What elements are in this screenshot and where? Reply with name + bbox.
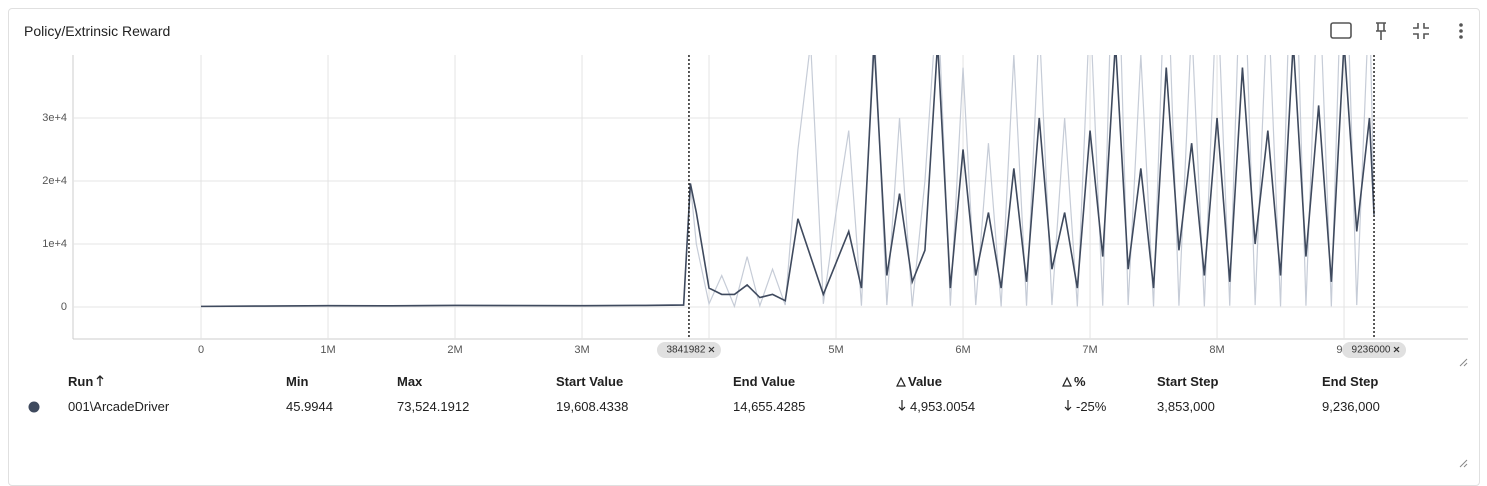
- series-line: [201, 55, 1375, 308]
- x-tick-label: 3M: [574, 344, 589, 356]
- x-tick-label: 0: [198, 344, 204, 356]
- column-header: End Step: [1322, 374, 1379, 389]
- column-header: Run: [68, 374, 94, 389]
- column-header: %: [1074, 374, 1086, 389]
- x-tick-label: 2M: [447, 344, 462, 356]
- x-tick-label: 6M: [955, 344, 970, 356]
- table-cell: 9,236,000: [1322, 399, 1380, 414]
- column-header: Value: [908, 374, 942, 389]
- marker-badge: [1342, 342, 1407, 358]
- y-tick-label: 3e+4: [42, 112, 67, 124]
- down-arrow: [1064, 400, 1072, 411]
- table-cell: 4,953.0054: [910, 399, 976, 414]
- x-tick-label: 7M: [1082, 344, 1097, 356]
- table-cell: 45.9944: [286, 399, 333, 414]
- table-cell: 73,524.1912: [397, 399, 470, 414]
- pin-icon[interactable]: [1376, 22, 1386, 40]
- card-title: Policy/Extrinsic Reward: [24, 23, 171, 39]
- table-cell: 14,655.4285: [733, 399, 806, 414]
- delta-icon: [1062, 376, 1072, 387]
- sort-arrow: [96, 375, 104, 386]
- toolbar: [1330, 22, 1463, 40]
- collapse-icon[interactable]: [1413, 23, 1429, 39]
- column-header: Max: [397, 374, 423, 389]
- y-tick-label: 2e+4: [42, 175, 67, 187]
- run-color-dot: [28, 401, 40, 413]
- table-cell: 3,853,000: [1157, 399, 1215, 414]
- more-icon[interactable]: [1459, 23, 1463, 39]
- marker-label: 9236000: [1352, 345, 1391, 356]
- column-header: Start Value: [556, 374, 624, 389]
- series-line: [201, 55, 1375, 309]
- marker-badge: [656, 342, 721, 358]
- fit-icon[interactable]: [1330, 22, 1352, 39]
- table-cell: -25%: [1076, 399, 1107, 414]
- marker-close: [708, 346, 715, 353]
- plot: [201, 55, 1375, 309]
- x-tick-label: 1M: [320, 344, 335, 356]
- resize-handle: [1459, 358, 1468, 468]
- y-tick-label: 0: [61, 301, 67, 313]
- x-tick-label: 5M: [828, 344, 843, 356]
- x-tick-label: 8M: [1209, 344, 1224, 356]
- marker-label: 3841982: [666, 345, 705, 356]
- table-cell: 19,608.4338: [556, 399, 629, 414]
- y-tick-label: 1e+4: [42, 238, 67, 250]
- column-header: End Value: [733, 374, 796, 389]
- down-arrow: [898, 400, 906, 411]
- column-header: Start Step: [1157, 374, 1219, 389]
- delta-icon: [896, 376, 906, 387]
- marker-close: [1393, 346, 1400, 353]
- column-header: Min: [286, 374, 309, 389]
- table-cell: 001\ArcadeDriver: [68, 399, 170, 414]
